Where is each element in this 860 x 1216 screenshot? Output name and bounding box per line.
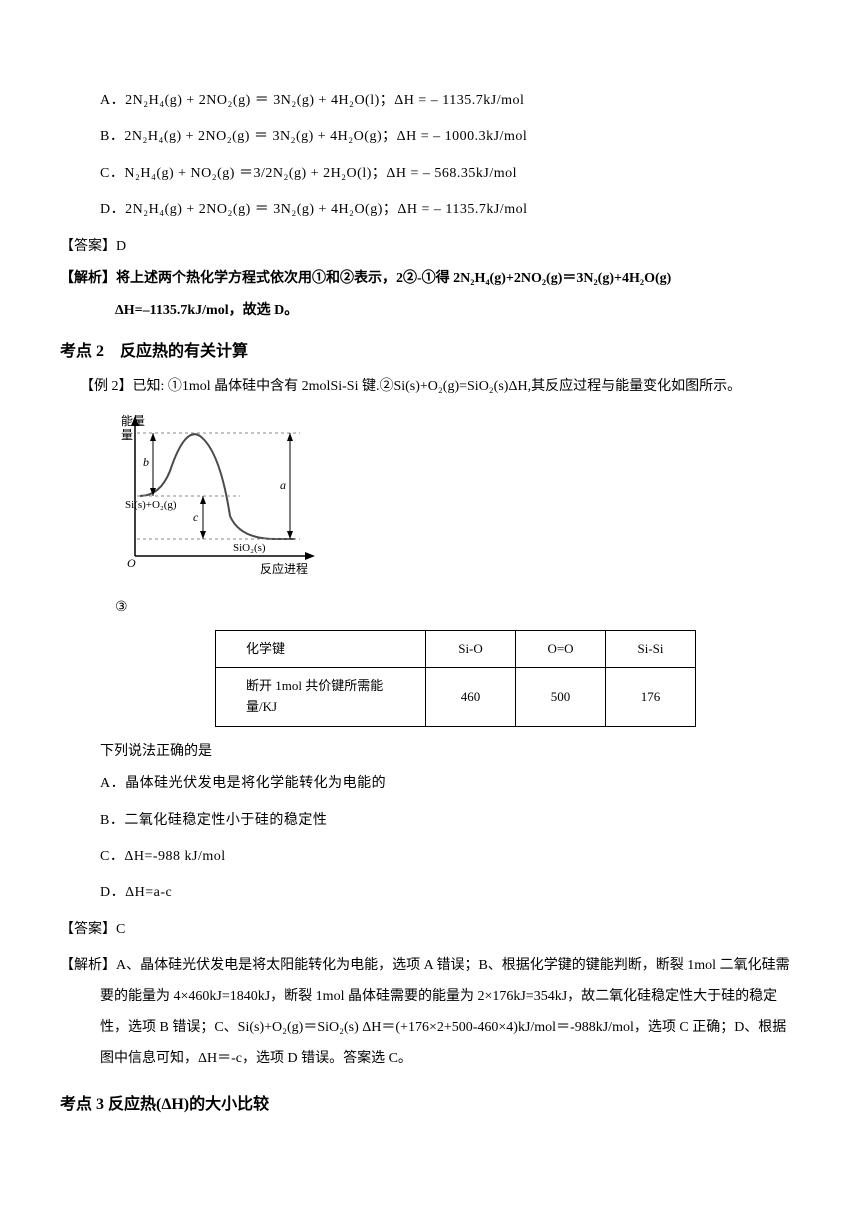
header-oo: O=O — [516, 630, 606, 668]
option2-d: D．ΔH=a-c — [100, 882, 800, 904]
energy-diagram: 能量 量 反应进程 O b a c Si(s)+O₂(g) SiO₂(s) — [115, 411, 800, 589]
option-b: B．2N₂H₄(g) + 2NO₂(g) ＝ 3N₂(g) + 4H₂O(g)；… — [100, 126, 800, 148]
option2-b: B．二氧化硅稳定性小于硅的稳定性 — [100, 810, 800, 832]
value-oo: 500 — [516, 668, 606, 727]
label-c: c — [193, 510, 199, 524]
header-sisi: Si-Si — [606, 630, 696, 668]
svg-text:O: O — [127, 556, 136, 570]
answer-label: 【答案】D — [60, 236, 800, 258]
value-sio: 460 — [426, 668, 516, 727]
section-2-heading: 考点 2 反应热的有关计算 — [60, 339, 800, 365]
table-data-row: 断开 1mol 共价键所需能量/KJ 460 500 176 — [216, 668, 696, 727]
y-axis-label: 能量 — [121, 414, 145, 428]
svg-text:量: 量 — [121, 428, 133, 442]
label-b: b — [143, 455, 149, 469]
option-d: D．2N₂H₄(g) + 2NO₂(g) ＝ 3N₂(g) + 4H₂O(g)；… — [100, 199, 800, 221]
product-label: SiO₂(s) — [233, 542, 266, 554]
header-sio: Si-O — [426, 630, 516, 668]
option2-a: A．晶体硅光伏发电是将化学能转化为电能的 — [100, 773, 800, 795]
table-header-row: 化学键 Si-O O=O Si-Si — [216, 630, 696, 668]
explanation-text: 【解析】将上述两个热化学方程式依次用①和②表示，2②-①得 2N₂H₄(g)+2… — [60, 268, 800, 290]
value-sisi: 176 — [606, 668, 696, 727]
example-2-intro: 【例 2】已知: ①1mol 晶体硅中含有 2molSi-Si 键.②Si(s)… — [80, 376, 800, 398]
bond-energy-table: 化学键 Si-O O=O Si-Si 断开 1mol 共价键所需能量/KJ 46… — [215, 630, 800, 727]
explanation2-text: 【解析】A、晶体硅光伏发电是将太阳能转化为电能，选项 A 错误；B、根据化学键的… — [100, 951, 800, 1074]
option2-c: C．ΔH=-988 kJ/mol — [100, 846, 800, 868]
answer2-label: 【答案】C — [60, 919, 800, 941]
reactant-label: Si(s)+O₂(g) — [125, 499, 177, 511]
section-3-heading: 考点 3 反应热(ΔH)的大小比较 — [60, 1092, 800, 1118]
label-a: a — [280, 478, 286, 492]
option-a: A．2N₂H₄(g) + 2NO₂(g) ＝ 3N₂(g) + 4H₂O(l)；… — [100, 90, 800, 112]
row-label: 断开 1mol 共价键所需能量/KJ — [216, 668, 426, 727]
circled-3: ③ — [115, 597, 800, 619]
x-axis-label: 反应进程 — [260, 561, 308, 576]
header-bond: 化学键 — [216, 630, 426, 668]
option-c: C．N₂H₄(g) + NO₂(g) ＝3/2N₂(g) + 2H₂O(l)；Δ… — [100, 163, 800, 185]
question-prompt: 下列说法正确的是 — [100, 741, 800, 763]
explanation-text-cont: ΔH=–1135.7kJ/mol，故选 D。 — [115, 300, 800, 322]
